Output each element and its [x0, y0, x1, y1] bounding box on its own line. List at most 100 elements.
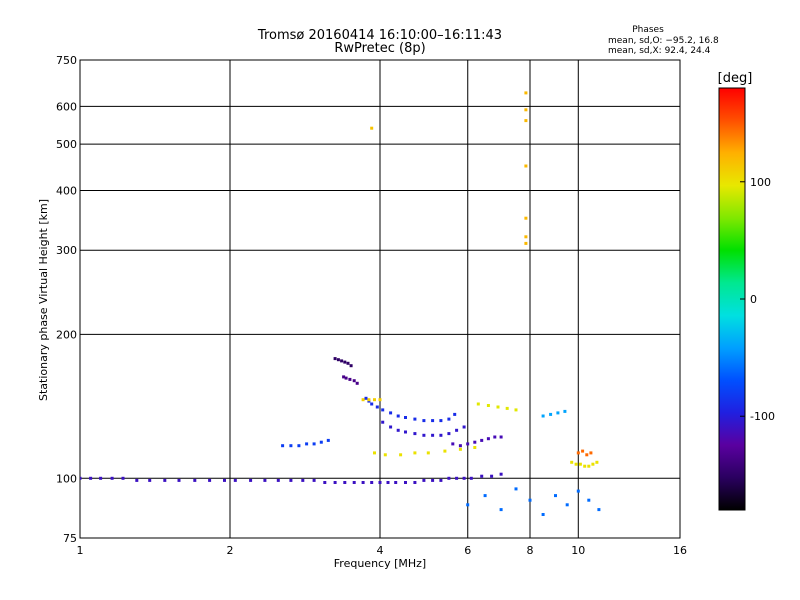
echo-point — [378, 481, 382, 484]
echo-point — [466, 442, 470, 446]
echo-point — [595, 460, 599, 464]
echo-point — [370, 402, 374, 406]
echo-point — [565, 503, 569, 507]
echo-point — [301, 478, 305, 482]
echo-point — [541, 513, 545, 516]
echo-point — [381, 408, 385, 412]
echo-point — [556, 411, 560, 415]
echo-point — [581, 449, 585, 453]
echo-point — [373, 398, 376, 402]
echo-point — [447, 476, 451, 480]
y-tick-label: 75 — [63, 532, 77, 545]
echo-point — [135, 478, 139, 482]
echo-point — [524, 91, 528, 95]
echo-point — [585, 453, 589, 457]
echo-point — [348, 377, 352, 381]
y-tick-label: 300 — [56, 244, 77, 257]
echo-point — [333, 481, 337, 484]
echo-point — [326, 438, 330, 442]
echo-point — [312, 478, 316, 482]
echo-point — [404, 416, 407, 419]
echo-point — [343, 481, 347, 484]
echo-point — [422, 419, 426, 423]
echo-point — [404, 481, 407, 484]
echo-point — [524, 108, 528, 112]
x-tick-labels: 1 2 4 6 8 10 16 — [77, 544, 688, 557]
echo-point — [263, 478, 267, 482]
echo-point — [352, 481, 356, 484]
echo-point — [524, 241, 528, 245]
colorbar: [deg] -100 0 100 — [718, 71, 775, 511]
echo-point — [583, 464, 587, 468]
x-tick-label: 8 — [527, 544, 534, 557]
echo-point — [413, 417, 417, 421]
echo-point — [373, 451, 376, 455]
echo-point — [486, 404, 490, 407]
echo-point — [343, 360, 347, 364]
x-axis-label: Frequency [MHz] — [334, 557, 426, 570]
echo-point — [383, 453, 387, 457]
echo-point — [399, 453, 403, 457]
echo-point — [89, 476, 93, 480]
colorbar-tick-label: -100 — [750, 410, 775, 423]
echo-point — [422, 478, 426, 482]
echo-point — [396, 428, 400, 432]
echo-point — [80, 476, 82, 480]
echo-point — [342, 375, 346, 379]
echo-point — [413, 481, 417, 484]
echo-point — [499, 508, 503, 512]
x-tick-label: 4 — [377, 544, 384, 557]
echo-point — [591, 462, 595, 466]
x-tick-label: 6 — [464, 544, 471, 557]
echo-point — [333, 357, 337, 361]
echo-point — [281, 444, 285, 448]
echo-point — [289, 444, 293, 448]
colorbar-ticks: -100 0 100 — [740, 176, 775, 423]
echo-point — [528, 498, 532, 502]
echo-point — [524, 235, 528, 239]
echo-point — [473, 446, 477, 449]
grid-lines — [80, 60, 680, 538]
echo-point — [404, 430, 407, 434]
echo-point — [574, 462, 578, 466]
echo-point — [549, 412, 553, 416]
echo-point — [439, 478, 443, 482]
echo-point — [370, 126, 374, 130]
echo-point — [576, 451, 580, 455]
echo-point — [276, 478, 280, 482]
x-tick-label: 16 — [673, 544, 687, 557]
echo-point — [367, 398, 371, 402]
y-tick-label: 750 — [56, 54, 77, 67]
echo-point — [386, 481, 390, 484]
echo-point — [490, 474, 494, 478]
echo-point — [541, 414, 545, 418]
echo-point — [375, 405, 379, 409]
echo-point — [570, 460, 574, 464]
echo-point — [439, 433, 443, 437]
echo-point — [462, 476, 466, 480]
x-tick-label: 1 — [77, 544, 84, 557]
colorbar-tick-label: 0 — [750, 293, 757, 306]
echo-point — [312, 442, 316, 446]
echo-point — [597, 508, 601, 512]
echo-point — [447, 432, 451, 436]
echo-point — [458, 447, 462, 451]
echo-point — [462, 425, 466, 429]
echo-point — [587, 464, 591, 468]
echo-point — [451, 442, 455, 446]
stats-o-line: mean, sd,O: −95.2, 16.8 — [608, 36, 719, 46]
echo-point — [323, 481, 327, 484]
chart-subtitle: RwPretec (8p) — [334, 41, 425, 56]
echo-point — [413, 451, 417, 455]
echo-point — [99, 476, 103, 480]
echo-point — [589, 451, 593, 455]
echo-point — [319, 440, 323, 444]
stats-x-line: mean, sd,X: 92.4, 24.4 — [608, 46, 711, 56]
y-tick-label: 200 — [56, 328, 77, 341]
x-tick-label: 10 — [571, 544, 585, 557]
echo-point — [469, 476, 473, 480]
echo-point — [305, 442, 309, 446]
echo-point — [361, 481, 365, 484]
echo-point — [370, 481, 374, 484]
echo-points — [80, 91, 601, 516]
